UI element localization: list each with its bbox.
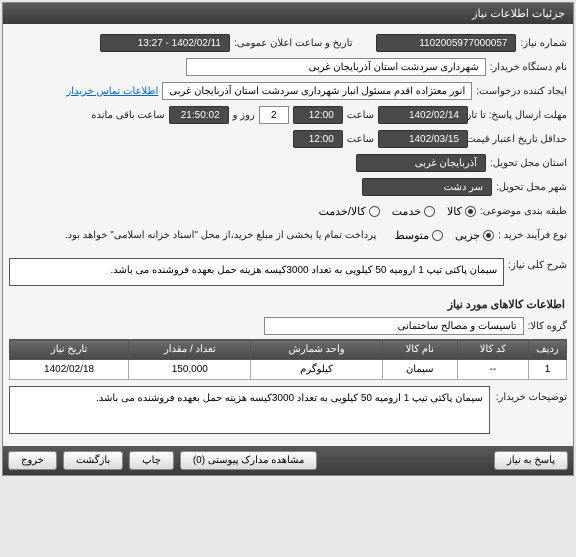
attachments-button[interactable]: مشاهده مدارک پیوستی (0) — [180, 451, 318, 470]
deadline-time: 12:00 — [293, 106, 343, 124]
td-row: 1 — [529, 360, 567, 380]
contact-link[interactable]: اطلاعات تماس خریدار — [66, 86, 158, 97]
day-value: 2 — [259, 106, 289, 124]
buyer-desc-row: توضیحات خریدار: سیمان پاکتی تیپ 1 ارومیه… — [9, 386, 567, 434]
row-deadline: مهلت ارسال پاسخ: تا تاریخ: 1402/02/14 سا… — [9, 104, 567, 126]
radio-goods-label: کالا — [447, 205, 462, 218]
creator-label: ایجاد کننده درخواست: — [476, 86, 567, 97]
radio-icon — [369, 206, 380, 217]
row-desc: شرح کلی نیاز: سیمان پاکتی تیپ 1 ارومیه 5… — [9, 254, 567, 290]
min-valid-date: 1402/03/15 — [378, 130, 468, 148]
row-process: نوع فرآیند خرید : جزیی متوسط پرداخت تمام… — [9, 224, 567, 246]
remaining-label: ساعت باقی مانده — [91, 110, 164, 121]
day-label: روز و — [233, 110, 255, 121]
radio-icon — [424, 206, 435, 217]
desc-box: سیمان پاکتی تیپ 1 ارومیه 50 کیلویی به تع… — [9, 258, 504, 286]
need-no-value: 1102005977000057 — [376, 34, 516, 52]
th-qty: تعداد / مقدار — [129, 340, 251, 360]
remaining-time: 21:50:02 — [169, 106, 229, 124]
footer-spacer — [323, 451, 488, 470]
province-label: استان محل تحویل: — [490, 158, 567, 169]
radio-icon — [432, 230, 443, 241]
table-header-row: ردیف کد کالا نام کالا واحد شمارش تعداد /… — [10, 340, 567, 360]
radio-medium-label: متوسط — [394, 229, 429, 242]
footer-bar: خروج بازگشت چاپ مشاهده مدارک پیوستی (0) … — [3, 446, 573, 475]
th-code: کد کالا — [457, 340, 528, 360]
buyer-desc-box: سیمان پاکتی تیپ 1 ارومیه 50 کیلویی به تع… — [9, 386, 490, 434]
buyer-org-value: شهرداری سردشت استان آذربایجان غربی — [186, 58, 486, 76]
radio-icon — [465, 206, 476, 217]
td-qty: 150,000 — [129, 360, 251, 380]
need-details-panel: جزئیات اطلاعات نیاز شماره نیاز: 11020059… — [2, 2, 574, 476]
radio-both-label: کالا/خدمت — [319, 205, 366, 218]
category-label: طبقه بندی موضوعی: — [480, 206, 567, 217]
td-unit: کیلوگرم — [251, 360, 382, 380]
min-valid-label: حداقل تاریخ اعتبار قیمت: تا تاریخ: — [472, 134, 567, 145]
creator-value: انور معتزاده اقدم مسئول انبار شهرداری سر… — [162, 82, 472, 100]
radio-icon — [483, 230, 494, 241]
city-label: شهر محل تحویل: — [496, 182, 567, 193]
exit-button[interactable]: خروج — [8, 451, 57, 470]
radio-goods[interactable]: کالا — [447, 205, 476, 218]
table-row[interactable]: 1 -- سیمان کیلوگرم 150,000 1402/02/18 — [10, 360, 567, 380]
radio-both[interactable]: کالا/خدمت — [319, 205, 380, 218]
th-row: ردیف — [529, 340, 567, 360]
need-no-label: شماره نیاز: — [520, 38, 567, 49]
td-name: سیمان — [382, 360, 457, 380]
announce-value: 1402/02/11 - 13:27 — [100, 34, 230, 52]
td-code: -- — [457, 360, 528, 380]
items-section-title: اطلاعات کالاهای مورد نیاز — [11, 298, 565, 311]
radio-partial-label: جزیی — [455, 229, 480, 242]
th-unit: واحد شمارش — [251, 340, 382, 360]
buyer-org-label: نام دستگاه خریدار: — [490, 62, 567, 73]
radio-service[interactable]: خدمت — [392, 205, 435, 218]
print-button[interactable]: چاپ — [129, 451, 174, 470]
group-value: تاسیسات و مصالح ساختمانی — [264, 317, 524, 335]
th-name: نام کالا — [382, 340, 457, 360]
row-city: شهر محل تحویل: سر دشت — [9, 176, 567, 198]
respond-button[interactable]: پاسخ به نیاز — [494, 451, 568, 470]
payment-note: پرداخت تمام یا بخشی از مبلغ خرید،از محل … — [65, 230, 377, 241]
radio-service-label: خدمت — [392, 205, 421, 218]
back-button[interactable]: بازگشت — [63, 451, 123, 470]
row-group: گروه کالا: تاسیسات و مصالح ساختمانی — [9, 315, 567, 337]
announce-label: تاریخ و ساعت اعلان عمومی: — [234, 38, 353, 49]
category-radio-group: کالا خدمت کالا/خدمت — [319, 205, 476, 218]
deadline-label: مهلت ارسال پاسخ: تا تاریخ: — [472, 110, 567, 121]
deadline-date: 1402/02/14 — [378, 106, 468, 124]
row-category: طبقه بندی موضوعی: کالا خدمت کالا/خدمت — [9, 200, 567, 222]
panel-body: شماره نیاز: 1102005977000057 تاریخ و ساع… — [3, 24, 573, 446]
row-min-valid: حداقل تاریخ اعتبار قیمت: تا تاریخ: 1402/… — [9, 128, 567, 150]
th-date: تاریخ نیاز — [10, 340, 129, 360]
panel-title: جزئیات اطلاعات نیاز — [3, 3, 573, 24]
buyer-desc-label: توضیحات خریدار: — [496, 386, 567, 434]
radio-partial[interactable]: جزیی — [455, 229, 494, 242]
items-table: ردیف کد کالا نام کالا واحد شمارش تعداد /… — [9, 339, 567, 380]
min-valid-time-label: ساعت — [347, 134, 374, 145]
process-label: نوع فرآیند خرید : — [498, 230, 567, 241]
row-buyer-org: نام دستگاه خریدار: شهرداری سردشت استان آ… — [9, 56, 567, 78]
row-creator: ایجاد کننده درخواست: انور معتزاده اقدم م… — [9, 80, 567, 102]
radio-medium[interactable]: متوسط — [394, 229, 443, 242]
process-radio-group: جزیی متوسط — [394, 229, 494, 242]
td-date: 1402/02/18 — [10, 360, 129, 380]
group-label: گروه کالا: — [528, 321, 567, 332]
province-value: آذربایجان غربی — [356, 154, 486, 172]
row-need-no: شماره نیاز: 1102005977000057 تاریخ و ساع… — [9, 32, 567, 54]
city-value: سر دشت — [362, 178, 492, 196]
deadline-time-label: ساعت — [347, 110, 374, 121]
row-province: استان محل تحویل: آذربایجان غربی — [9, 152, 567, 174]
desc-title-label: شرح کلی نیاز: — [508, 254, 567, 271]
min-valid-time: 12:00 — [293, 130, 343, 148]
